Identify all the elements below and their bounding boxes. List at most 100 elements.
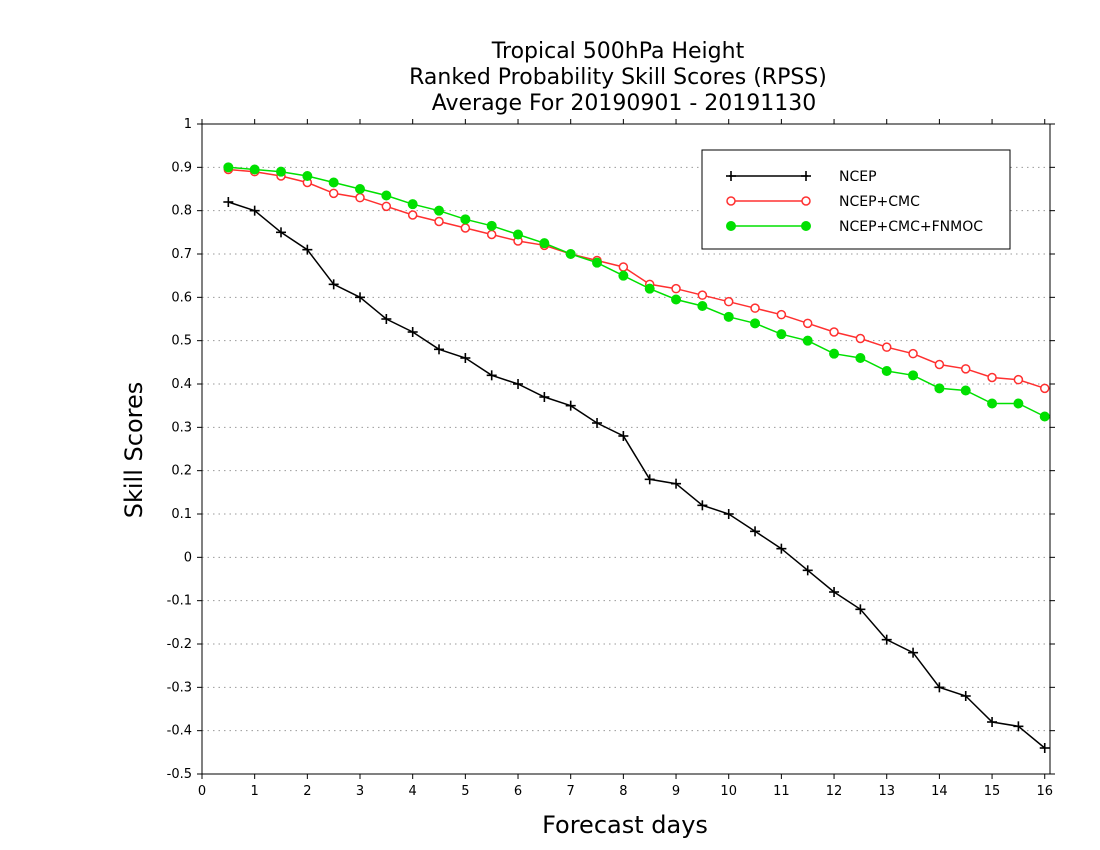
data-point <box>908 647 919 658</box>
legend: NCEP NCEP+CMC NCEP+CMC+FNMOC <box>701 149 1011 250</box>
x-tick-label: 10 <box>720 784 737 799</box>
data-point <box>355 192 365 203</box>
data-point <box>671 478 682 489</box>
data-point <box>697 301 708 311</box>
x-tick-label: 16 <box>1036 784 1053 799</box>
data-point <box>486 229 497 240</box>
x-tick-label: 14 <box>931 784 948 799</box>
data-point <box>697 500 708 511</box>
data-point <box>407 199 418 210</box>
y-tick-label: -0.1 <box>167 594 192 609</box>
legend-entry-ncep-cmc-fnmoc: NCEP+CMC+FNMOC <box>726 219 983 235</box>
y-tick-label: 1 <box>184 117 192 132</box>
x-tick-label: 13 <box>878 784 895 799</box>
data-point <box>855 353 866 363</box>
data-point <box>513 229 524 240</box>
y-tick-label: 0.5 <box>171 334 192 349</box>
data-point <box>486 370 497 381</box>
data-point <box>407 210 418 220</box>
data-point <box>960 364 971 374</box>
data-point <box>355 184 366 194</box>
x-tick-label: 6 <box>514 784 522 799</box>
data-point <box>1013 398 1024 409</box>
data-point <box>1013 374 1024 385</box>
chart-title-line-1: Tropical 500hPa Height <box>491 39 745 64</box>
data-point <box>434 344 445 355</box>
data-point <box>750 526 761 537</box>
y-tick-label: 0.6 <box>171 290 192 305</box>
legend-label: NCEP+CMC+FNMOC <box>839 219 983 235</box>
legend-marker <box>801 196 811 206</box>
data-point <box>618 262 629 272</box>
x-tick-label: 15 <box>984 784 1001 799</box>
y-tick-label: 0.1 <box>171 507 192 522</box>
y-tick-label: 0.8 <box>171 204 192 219</box>
x-tick-label: 5 <box>461 784 469 799</box>
data-point <box>1039 383 1050 394</box>
grid-lines <box>202 166 1050 732</box>
data-point <box>381 201 392 212</box>
data-point <box>829 327 839 337</box>
data-point <box>381 314 392 324</box>
data-point <box>249 164 260 175</box>
data-point <box>802 318 813 329</box>
data-point <box>644 474 655 485</box>
data-point <box>539 238 550 249</box>
y-tick-label: 0.3 <box>171 420 192 435</box>
legend-marker <box>726 221 736 231</box>
x-tick-label: 1 <box>251 784 259 799</box>
data-point <box>671 283 681 294</box>
data-point <box>276 166 287 177</box>
y-tick-label: 0.9 <box>171 160 192 175</box>
data-point <box>776 329 787 340</box>
data-point <box>513 379 524 389</box>
data-point <box>934 383 945 394</box>
x-axis-label: Forecast days <box>542 811 708 839</box>
data-point <box>987 717 998 727</box>
data-point <box>302 171 313 181</box>
data-point <box>460 214 471 225</box>
legend-entry-ncep: NCEP <box>726 169 877 185</box>
data-point <box>539 392 550 402</box>
x-tick-label: 12 <box>826 784 843 799</box>
data-point <box>881 634 892 645</box>
data-point <box>434 216 444 227</box>
data-point <box>486 220 497 231</box>
legend-marker <box>726 171 736 181</box>
data-point <box>908 370 919 381</box>
data-point <box>855 604 866 615</box>
data-point <box>328 188 339 199</box>
data-point <box>881 366 892 376</box>
data-point <box>355 292 366 303</box>
y-tick-label: -0.4 <box>167 724 192 739</box>
data-point <box>644 283 655 294</box>
data-point <box>618 431 629 441</box>
y-tick-label: 0.4 <box>171 377 192 392</box>
data-point <box>249 205 260 216</box>
data-point <box>565 249 576 259</box>
data-point <box>908 348 918 359</box>
data-point <box>750 318 761 329</box>
data-point <box>460 223 471 233</box>
data-point <box>302 244 313 255</box>
plot-frame <box>201 123 1051 775</box>
x-tick-label: 9 <box>672 784 680 799</box>
data-point <box>381 190 392 201</box>
data-point <box>328 177 339 188</box>
data-point <box>407 327 418 337</box>
data-point <box>1039 411 1050 422</box>
data-point <box>960 691 971 701</box>
chart-title: Tropical 500hPa Height Ranked Probabilit… <box>409 39 827 116</box>
y-tick-label: -0.3 <box>167 680 192 695</box>
data-point <box>1013 721 1024 732</box>
x-tick-label: 0 <box>198 784 206 799</box>
data-point <box>723 311 734 322</box>
series-ncep-cmc-fnmoc <box>223 162 1050 422</box>
legend-entry-ncep-cmc: NCEP+CMC <box>726 194 920 210</box>
y-tick-label: 0.2 <box>171 464 192 479</box>
data-point <box>618 270 629 281</box>
data-point <box>881 342 892 352</box>
data-point <box>987 372 997 383</box>
y-tick-label: 0.7 <box>171 247 192 262</box>
legend-box <box>701 149 1011 250</box>
